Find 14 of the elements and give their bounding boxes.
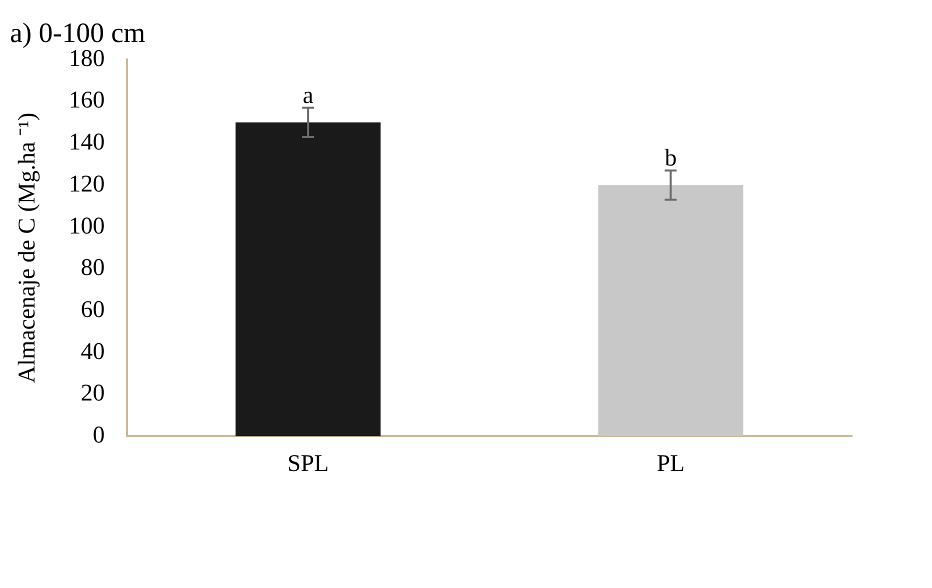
y-tick-label: 120	[68, 171, 105, 198]
y-axis-title: Almacenaje de C (Mg.ha ⁻¹)	[14, 112, 41, 384]
x-tick-label: PL	[656, 450, 685, 477]
y-tick-label: 60	[80, 296, 105, 323]
y-tick-label: 0	[92, 422, 105, 448]
y-tick-label: 20	[80, 380, 105, 407]
y-tick-label: 100	[68, 213, 105, 240]
x-tick-label: SPL	[287, 450, 329, 477]
y-tick-label: 80	[80, 255, 105, 282]
y-tick-label: 160	[68, 88, 105, 114]
y-tick-label: 140	[68, 130, 105, 156]
annotation: a	[302, 82, 314, 109]
y-tick-label: 40	[80, 338, 105, 365]
annotation: b	[664, 146, 677, 172]
